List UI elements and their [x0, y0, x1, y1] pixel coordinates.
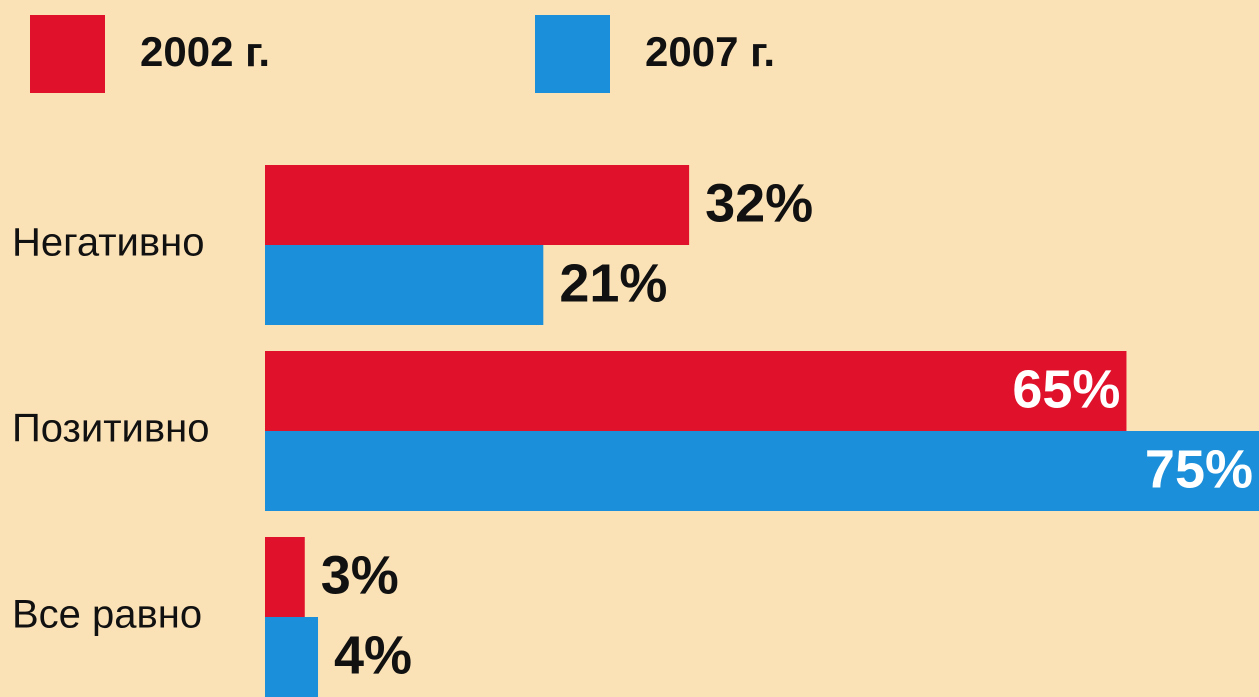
page: {"chart_data": {"type": "bar", "orientat… [0, 0, 1259, 697]
legend-label: 2007 г. [645, 28, 775, 75]
bar [265, 245, 543, 325]
legend-swatch [30, 15, 105, 93]
value-label: 4% [334, 625, 412, 685]
bar [265, 617, 318, 697]
category-label: Позитивно [12, 407, 209, 451]
value-label: 32% [705, 173, 813, 233]
value-label: 21% [559, 253, 667, 313]
bar [265, 351, 1126, 431]
category-label: Негативно [12, 221, 204, 265]
bar [265, 165, 689, 245]
value-label: 75% [1145, 439, 1253, 499]
bar [265, 431, 1259, 511]
category-label: Все равно [12, 593, 202, 637]
legend-label: 2002 г. [140, 28, 270, 75]
bar [265, 537, 305, 617]
value-label: 65% [1012, 359, 1120, 419]
legend-swatch [535, 15, 610, 93]
value-label: 3% [321, 545, 399, 605]
chart: 2002 г. 2007 г. Негативно 32% 21% Позитивно 65… [0, 0, 1259, 697]
